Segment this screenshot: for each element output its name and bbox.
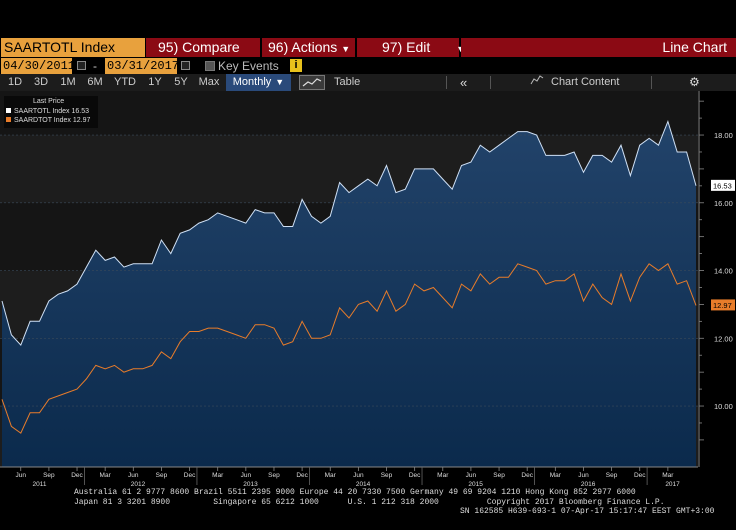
actions-menu-label: 96) Actions	[268, 39, 338, 55]
view-title: Line Chart	[461, 38, 736, 57]
line-chart: 10.00 12.00 14.00 16.00 18.00 16.53 12.97 Jun Se…	[0, 91, 736, 488]
range-toolbar: 1D 3D 1M 6M YTD 1Y 5Y Max Monthly ▼ Table…	[0, 74, 736, 91]
x-tick-label: Sep	[156, 472, 168, 479]
x-tick-label: Dec	[71, 472, 83, 479]
y-tick-label: 16.00	[714, 199, 733, 208]
series-area	[2, 121, 696, 467]
x-tick-label: Jun	[16, 472, 27, 479]
date-separator: -	[93, 59, 97, 73]
start-date-field[interactable]: 04/30/2011	[1, 58, 76, 74]
series-line-saartotl	[1, 119, 697, 347]
y-tick-label: 18.00	[714, 131, 733, 140]
toolbar-divider	[490, 76, 491, 89]
range-ytd-button[interactable]: YTD	[114, 76, 136, 88]
series-line-saardtot	[1, 263, 697, 434]
x-tick-label: Jun	[353, 472, 364, 479]
x-tick-label: Dec	[296, 472, 308, 479]
frequency-select[interactable]: Monthly ▼	[226, 74, 291, 91]
compare-menu-label: 95) Compare	[158, 39, 240, 55]
year-label: 2014	[356, 481, 371, 488]
legend-item: SAARDTOT Index 12.97	[6, 117, 90, 124]
actions-menu[interactable]: 96) Actions ▼	[262, 38, 355, 57]
table-button[interactable]: Table	[334, 76, 361, 88]
last-price-label: 16.53	[713, 181, 732, 190]
end-date-field[interactable]: 03/31/2017	[105, 58, 180, 74]
legend-item-value: 12.97	[72, 117, 91, 124]
year-label: 2012	[131, 481, 146, 488]
x-tick-label: Sep	[606, 472, 618, 479]
gear-icon[interactable]: ⚙	[689, 75, 700, 89]
legend-header: Last Price	[33, 98, 65, 105]
x-tick-label: Sep	[268, 472, 280, 479]
last-price-tag	[711, 299, 735, 311]
x-tick-label: Mar	[550, 472, 562, 479]
x-tick-label: Jun	[128, 472, 139, 479]
legend-box	[4, 96, 98, 128]
legend-item-value: 16.53	[71, 108, 89, 115]
legend-item-name: SAARDTOT Index	[14, 117, 71, 124]
key-events-label: Key Events	[218, 59, 279, 73]
legend-item: SAARTOTL Index 16.53	[6, 108, 89, 115]
info-icon[interactable]: i	[290, 59, 302, 72]
year-label: 2011	[33, 481, 47, 488]
x-tick-label: Mar	[437, 472, 449, 479]
x-tick-label: Sep	[43, 472, 55, 479]
date-range-row: 04/30/2011 - 03/31/2017 Key Events i	[0, 58, 736, 74]
legend-item-name: SAARTOTL Index	[14, 108, 70, 115]
last-price-label: 12.97	[713, 301, 732, 310]
year-label: 2015	[468, 481, 483, 488]
year-label: 2017	[665, 481, 680, 488]
x-tick-label: Jun	[466, 472, 477, 479]
last-price-tag	[711, 179, 735, 191]
x-tick-label: Mar	[100, 472, 112, 479]
double-chevron-left-icon[interactable]: «	[460, 75, 468, 90]
x-tick-label: Jun	[241, 472, 252, 479]
compare-menu[interactable]: 95) Compare	[146, 38, 260, 57]
range-1d-button[interactable]: 1D	[7, 76, 23, 88]
footer-contacts-line: Japan 81 3 3201 8900 Singapore 65 6212 1…	[74, 498, 665, 507]
y-tick-label: 14.00	[714, 267, 733, 276]
x-tick-label: Dec	[634, 472, 646, 479]
range-6m-button[interactable]: 6M	[87, 76, 103, 88]
y-tick-label: 12.00	[714, 334, 733, 343]
calendar-icon[interactable]	[181, 61, 190, 70]
caret-down-icon: ▼	[430, 44, 465, 54]
x-tick-label: Mar	[325, 472, 337, 479]
caret-down-icon: ▼	[275, 77, 285, 87]
key-events-checkbox[interactable]	[205, 61, 215, 71]
range-3d-button[interactable]: 3D	[33, 76, 49, 88]
year-label: 2013	[243, 481, 258, 488]
legend-swatch	[6, 108, 11, 113]
x-tick-label: Jun	[578, 472, 589, 479]
frequency-label: Monthly	[232, 76, 272, 88]
edit-menu[interactable]: 97) Edit▼	[357, 38, 465, 57]
x-tick-label: Sep	[493, 472, 505, 479]
chart-content-icon[interactable]	[530, 74, 544, 92]
range-1m-button[interactable]: 1M	[60, 76, 76, 88]
footer-contacts-line: Australia 61 2 9777 8600 Brazil 5511 239…	[74, 488, 636, 497]
y-tick-label: 10.00	[714, 402, 733, 411]
edit-menu-label: 97) Edit	[382, 39, 431, 55]
chart-content-button[interactable]: Chart Content	[551, 76, 620, 88]
legend-swatch	[6, 117, 11, 122]
ticker-input[interactable]: SAARTOTL Index	[1, 38, 145, 57]
range-1y-button[interactable]: 1Y	[148, 76, 162, 88]
x-tick-label: Dec	[409, 472, 421, 479]
year-label: 2016	[581, 481, 596, 488]
caret-down-icon: ▼	[341, 44, 351, 54]
y-axis-panel	[698, 91, 736, 467]
x-tick-label: Mar	[212, 472, 224, 479]
range-max-button[interactable]: Max	[198, 76, 220, 88]
calendar-icon[interactable]	[77, 61, 86, 70]
footer-session-line: SN 162585 H639-693-1 07-Apr-17 15:17:47 …	[460, 507, 715, 516]
x-tick-label: Dec	[184, 472, 196, 479]
command-bar: SAARTOTL Index 95) Compare 96) Actions ▼ …	[0, 38, 736, 57]
line-chart-icon[interactable]	[299, 75, 325, 90]
toolbar-divider	[651, 76, 652, 89]
range-5y-button[interactable]: 5Y	[174, 76, 188, 88]
x-tick-label: Sep	[381, 472, 393, 479]
x-tick-label: Dec	[521, 472, 533, 479]
x-tick-label: Mar	[662, 472, 674, 479]
toolbar-divider	[446, 76, 447, 89]
